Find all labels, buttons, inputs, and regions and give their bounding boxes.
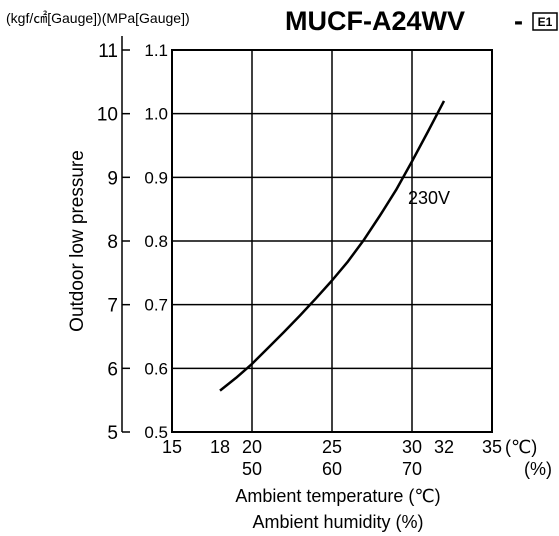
mpa-tick-label: 0.5: [144, 423, 168, 442]
kgf-tick-label: 9: [107, 168, 118, 189]
grid: [171, 49, 493, 433]
x-axis-title: Ambient temperature (℃): [235, 486, 440, 506]
humidity-tick-label: 70: [402, 459, 422, 479]
humidity-tick-label: 50: [242, 459, 262, 479]
x-tick-label: 25: [322, 437, 342, 457]
units-label: (kgf/㎠[Gauge])(MPa[Gauge]): [6, 10, 190, 26]
x-tick-label: 20: [242, 437, 262, 457]
x-tick-label: 15: [162, 437, 182, 457]
title-dash: -: [514, 6, 523, 36]
y-axis-title: Outdoor low pressure: [67, 150, 88, 332]
x-unit-label: (℃): [505, 437, 537, 457]
kgf-tick-label: 5: [107, 423, 118, 444]
humidity-unit-label: (%): [524, 459, 552, 479]
series-label-230v: 230V: [408, 188, 450, 208]
chart-title: MUCF-A24WV: [285, 6, 465, 36]
title-badge: E1: [532, 12, 558, 31]
mpa-tick-label: 0.9: [144, 168, 168, 187]
x-tick-label: 18: [210, 437, 230, 457]
title-badge-frame: [532, 12, 558, 31]
kgf-tick-label: 7: [107, 296, 118, 317]
kgf-tick-label: 11: [98, 41, 118, 62]
series: [219, 100, 446, 392]
axes: 5 6 7 8 9 10 11 0.5 0.6 0.7 0.8 0.9 1.0 1.1 15 18 20 25 30…: [97, 36, 552, 479]
x2-axis-title: Ambient humidity (%): [252, 512, 423, 532]
x-tick-label: 32: [434, 437, 454, 457]
title-badge-text: E1: [538, 15, 553, 29]
mpa-tick-label: 1.0: [144, 105, 168, 124]
mpa-tick-label: 0.7: [144, 296, 168, 315]
mpa-tick-label: 0.6: [144, 359, 168, 378]
kgf-tick-label: 10: [97, 105, 118, 126]
series-line-230v: [219, 100, 446, 392]
kgf-tick-label: 6: [107, 359, 118, 380]
kgf-tick-label: 8: [107, 232, 118, 253]
humidity-tick-label: 60: [322, 459, 342, 479]
mpa-tick-label: 1.1: [144, 41, 168, 60]
mpa-tick-label: 0.8: [144, 232, 168, 251]
x-tick-label: 35: [482, 437, 502, 457]
x-tick-label: 30: [402, 437, 422, 457]
labels: Ambient temperature (℃) Ambient humidity …: [67, 150, 450, 532]
